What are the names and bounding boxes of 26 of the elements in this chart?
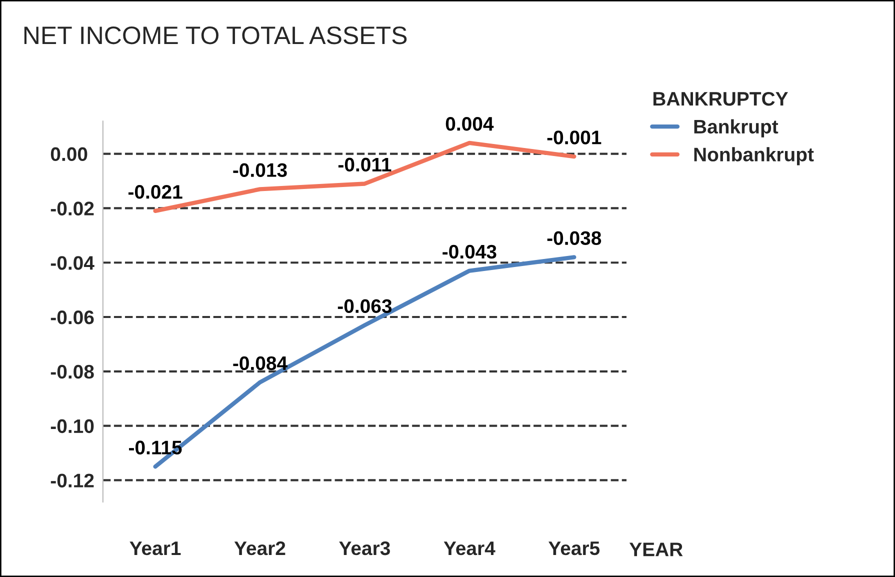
legend-label: Bankrupt [694, 119, 778, 138]
data-label: -0.063 [338, 299, 392, 314]
legend-title: BANKRUPTCY [653, 92, 788, 106]
legend-label: Nonbankrupt [694, 147, 814, 166]
x-axis-title: YEAR [629, 542, 683, 556]
x-tick-label: Year3 [339, 541, 390, 556]
data-label: -0.013 [233, 163, 287, 178]
data-label: -0.038 [547, 231, 602, 246]
data-label: -0.021 [128, 184, 182, 199]
y-tick-label: 0.00 [50, 147, 88, 162]
data-label: -0.084 [233, 356, 288, 370]
x-tick-label: Year4 [444, 542, 496, 556]
x-tick-label: Year5 [548, 542, 600, 556]
data-label: 0.004 [446, 116, 494, 131]
chart-title: NET INCOME TO TOTAL ASSETS [24, 26, 407, 44]
y-tick-label: -0.08 [50, 364, 94, 379]
data-label: -0.001 [547, 130, 602, 144]
x-tick-label: Year1 [130, 542, 181, 556]
y-tick-label: -0.06 [50, 310, 94, 324]
data-label: -0.043 [442, 244, 496, 259]
x-tick-label: Year2 [234, 541, 286, 556]
y-tick-label: -0.04 [50, 256, 94, 270]
y-tick-label: -0.10 [50, 419, 94, 434]
y-tick-label: -0.02 [50, 202, 94, 216]
data-label: -0.011 [338, 158, 392, 172]
y-tick-label: -0.12 [50, 474, 94, 488]
